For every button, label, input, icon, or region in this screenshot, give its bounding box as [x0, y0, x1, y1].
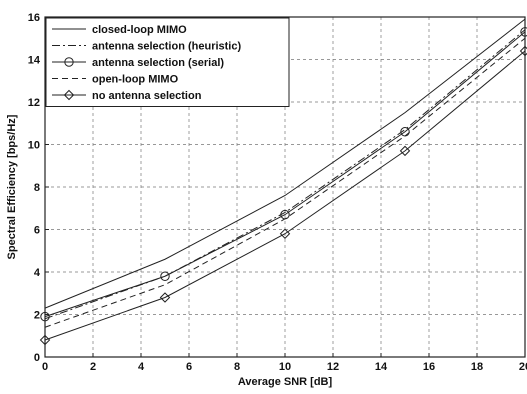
y-tick-label: 4 — [34, 267, 41, 279]
series-5-point — [279, 228, 291, 239]
legend-marker-3 — [64, 57, 74, 67]
series-5-point — [159, 292, 171, 303]
x-axis-label: Average SNR [dB] — [238, 376, 333, 388]
y-tick-label: 2 — [34, 310, 40, 322]
x-tick-label: 12 — [327, 361, 339, 373]
legend-box — [45, 17, 290, 107]
x-tick-label: 4 — [138, 361, 145, 373]
x-tick-labels: 0 2 4 6 8 10 12 14 16 18 20 — [42, 353, 527, 373]
legend-label-3: antenna selection (serial) — [92, 57, 224, 69]
y-tick-label: 6 — [34, 225, 40, 237]
legend-label-1: closed-loop MIMO — [92, 24, 187, 36]
legend-label-2: antenna selection (heuristic) — [92, 41, 241, 53]
y-axis-label: Spectral Efficiency [bps/Hz] — [6, 114, 18, 259]
y-tick-label: 16 — [28, 12, 40, 24]
legend-marker-5 — [63, 89, 75, 101]
x-tick-label: 16 — [423, 361, 435, 373]
legend-label-5: no antenna selection — [92, 90, 202, 102]
y-tick-labels: 0 2 4 6 8 10 12 14 16 — [28, 12, 49, 364]
legend-label-4: open-loop MIMO — [92, 74, 179, 86]
legend: closed-loop MIMO antenna selection (heuri… — [45, 17, 290, 107]
series-3-point — [160, 271, 170, 281]
x-tick-label: 14 — [375, 361, 388, 373]
y-tick-label: 0 — [34, 352, 40, 364]
series-3-point — [280, 209, 290, 220]
x-tick-label: 10 — [279, 361, 291, 373]
series-line-1 — [44, 18, 526, 309]
x-tick-label: 8 — [234, 361, 240, 373]
y-tick-label: 12 — [28, 97, 40, 109]
x-tick-label: 2 — [90, 361, 96, 373]
x-tick-label: 0 — [42, 361, 48, 373]
series-3-point — [400, 127, 410, 137]
x-tick-label: 6 — [186, 361, 192, 373]
y-tick-label: 14 — [28, 55, 41, 67]
series-5-point — [399, 145, 411, 157]
x-tick-label: 18 — [471, 361, 483, 373]
x-tick-label: 20 — [519, 361, 527, 373]
series-line-3 — [44, 31, 526, 318]
series-line-2 — [44, 29, 526, 320]
series-line-5 — [44, 50, 526, 341]
y-tick-label: 8 — [34, 182, 40, 194]
y-tick-label: 10 — [28, 140, 40, 152]
